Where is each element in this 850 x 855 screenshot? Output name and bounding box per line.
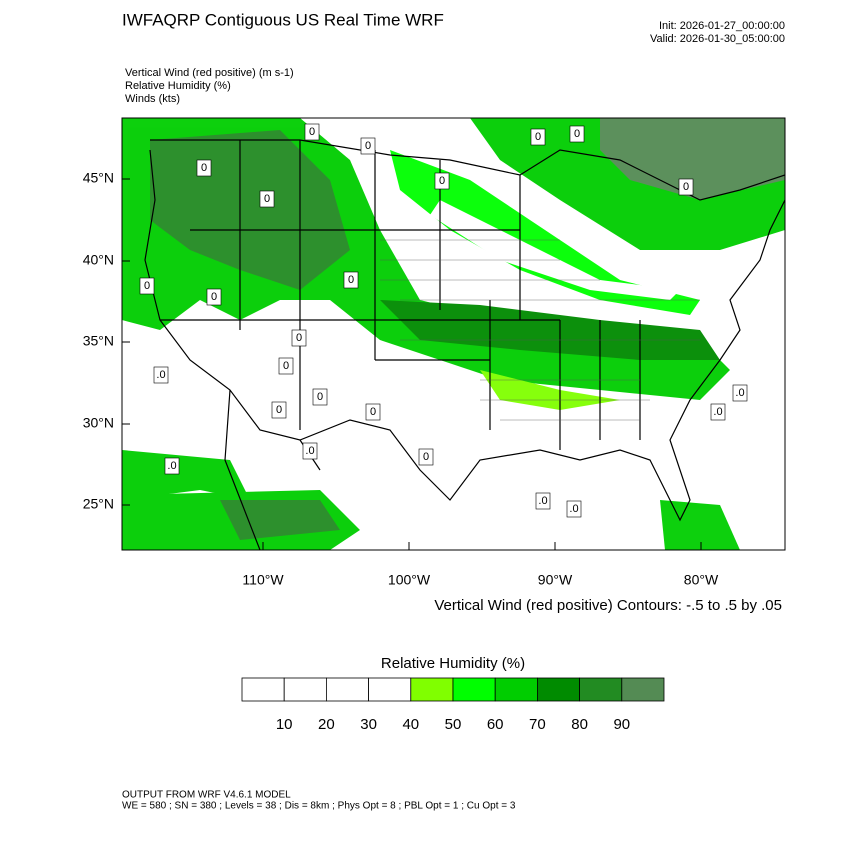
contour-label-box: [312, 388, 328, 406]
lon-label: 80°W: [684, 572, 719, 588]
contour-label-box: [139, 277, 155, 295]
contour-label-box: [271, 401, 287, 419]
contour-label-box: [206, 288, 222, 306]
colorbar-box: [621, 677, 665, 702]
contour-label-box: [153, 366, 169, 384]
contour-label: 0: [283, 360, 289, 372]
contour-label: 0: [370, 406, 376, 418]
contour-label: .0: [569, 503, 578, 515]
contour-label: 0: [211, 291, 217, 303]
contour-label: 0: [365, 140, 371, 152]
colorbar-box: [241, 677, 285, 702]
contour-label-box: [164, 457, 180, 475]
map-axes: 45°N 40°N 35°N 30°N 25°N 110°W 100°W 90°W 80°W: [83, 170, 719, 588]
contour-label-box: [343, 271, 359, 289]
contour-label: 0: [683, 181, 689, 193]
colorbar-box: [283, 677, 327, 702]
contour-label-box: [365, 403, 381, 421]
footer-line: OUTPUT FROM WRF V4.6.1 MODEL: [122, 790, 291, 801]
lon-label: 110°W: [242, 572, 284, 588]
contour-label-box: [710, 403, 726, 421]
contour-label: 0: [296, 332, 302, 344]
contour-label: 0: [201, 162, 207, 174]
lat-label: 45°N: [83, 170, 114, 186]
contour-label-box: [535, 492, 551, 510]
contour-label-box: [732, 384, 748, 402]
contour-label-box: [302, 442, 318, 460]
contour-label-box: [566, 500, 582, 518]
contour-label-box: [259, 190, 275, 208]
field-label: Relative Humidity (%): [125, 80, 231, 92]
colorbar-label: 60: [487, 716, 504, 733]
colorbar-label: 10: [276, 716, 293, 733]
contour-label: 0: [276, 404, 282, 416]
colorbar-label: 80: [571, 716, 588, 733]
contour-label: .0: [167, 460, 176, 472]
colorbar-label: 90: [613, 716, 630, 733]
colorbar-box: [452, 677, 496, 702]
contour-label: 0: [348, 274, 354, 286]
contour-label: .0: [538, 495, 547, 507]
field-label: Winds (kts): [125, 93, 180, 105]
contour-label-box: [569, 125, 585, 143]
contour-label-box: [291, 329, 307, 347]
contour-label: 0: [535, 131, 541, 143]
contour-label-box: [418, 448, 434, 466]
contour-label: .0: [735, 387, 744, 399]
lon-label: 90°W: [538, 572, 573, 588]
contour-label: 0: [144, 280, 150, 292]
field-label: Vertical Wind (red positive) (m s-1): [125, 67, 294, 79]
colorbar-label: 20: [318, 716, 335, 733]
contour-label: .0: [305, 445, 314, 457]
colorbar-label: 50: [445, 716, 462, 733]
colorbar-label: 30: [360, 716, 377, 733]
contour-labels: 0 0 0 0 0 0 0 0 0 0 0 0 0 0 .0 .0 .0 .0 .0 .0 .0 0 0 0: [139, 123, 748, 518]
contour-info: Vertical Wind (red positive) Contours: -…: [434, 597, 782, 614]
colorbar-label: 70: [529, 716, 546, 733]
init-time: Init: 2026-01-27_00:00:00: [659, 20, 785, 32]
colorbar-box: [537, 677, 581, 702]
lat-label: 40°N: [83, 252, 114, 268]
contour-label: 0: [423, 451, 429, 463]
lon-label: 100°W: [388, 572, 431, 588]
colorbar-box: [325, 677, 369, 702]
contour-label: .0: [713, 406, 722, 418]
contour-label: 0: [574, 128, 580, 140]
colorbar-title: Relative Humidity (%): [381, 655, 525, 672]
contour-label-box: [678, 178, 694, 196]
map-area: 0 0 0 0 0 0 0 0 0 0 0 0 0 0 .0 .0 .0 .0 .0 .0 .0 0 0 0: [122, 118, 785, 550]
contour-label: 0: [264, 193, 270, 205]
contour-label-box: [304, 123, 320, 141]
map-frame: [121, 117, 786, 551]
lat-label: 25°N: [83, 496, 114, 512]
contour-label-box: [530, 128, 546, 146]
lat-label: 30°N: [83, 415, 114, 431]
lat-label: 35°N: [83, 333, 114, 349]
colorbar: 10 20 30 40 50 60 70 80 90: [241, 677, 665, 733]
footer-line: WE = 580 ; SN = 380 ; Levels = 38 ; Dis …: [122, 801, 516, 812]
contour-label-box: [196, 159, 212, 177]
valid-time: Valid: 2026-01-30_05:00:00: [650, 33, 785, 45]
colorbar-label: 40: [402, 716, 419, 733]
humidity-shading: [122, 118, 785, 550]
contour-label: .0: [156, 369, 165, 381]
colorbar-box: [494, 677, 538, 702]
colorbar-box: [579, 677, 623, 702]
contour-label: 0: [317, 391, 323, 403]
contour-label-box: [278, 357, 294, 375]
contour-label-box: [434, 172, 450, 190]
title: IWFAQRP Contiguous US Real Time WRF: [122, 10, 444, 29]
contour-label: 0: [309, 126, 315, 138]
state-lines: [380, 239, 700, 421]
contour-label: 0: [439, 175, 445, 187]
contour-label-box: [360, 137, 376, 155]
colorbar-box: [368, 677, 412, 702]
colorbar-box: [410, 677, 454, 702]
